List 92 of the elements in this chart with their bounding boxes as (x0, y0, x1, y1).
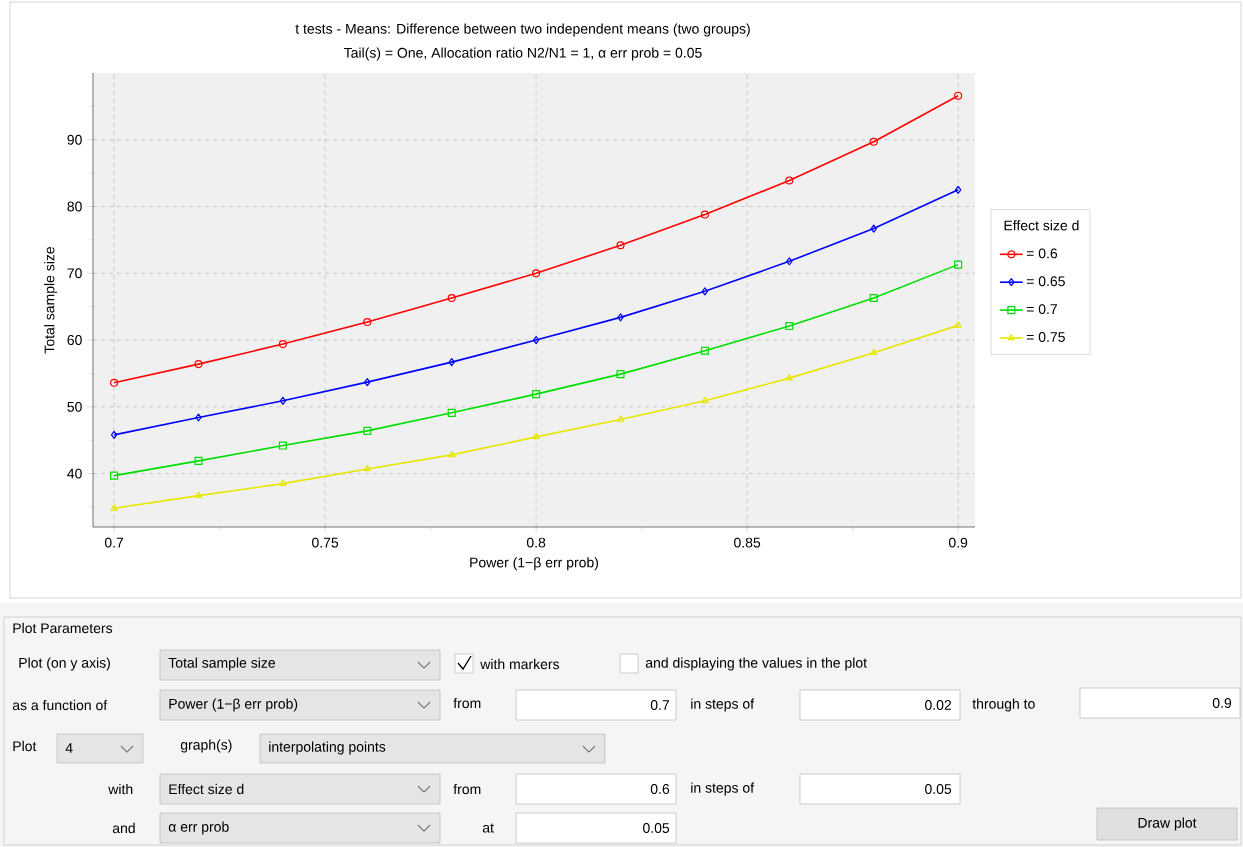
text: Draw plot (1138, 817, 1197, 831)
chart-subtitle: Tail(s) = One, Allocation ratio N2/N1 = 1, α err prob = 0.05 (343, 47, 702, 61)
point (700, 210, 709, 219)
point (616, 370, 625, 379)
point (532, 390, 541, 399)
x-tick-label: 0.9 (948, 537, 968, 548)
text: 0.05 (925, 784, 952, 794)
text: 0.05 (643, 823, 670, 833)
legend-label: = 0.7 (1026, 304, 1057, 315)
point (785, 321, 794, 331)
text: from (453, 783, 481, 795)
point (278, 340, 287, 349)
point (954, 321, 962, 328)
point (447, 408, 456, 417)
point (194, 491, 203, 498)
text: as a function of (12, 699, 108, 711)
point (700, 346, 709, 355)
point (785, 176, 794, 185)
point (786, 257, 793, 266)
point (870, 224, 877, 233)
text: with markers (480, 658, 560, 670)
text: in steps of (691, 782, 755, 796)
text: Total sample size (168, 657, 275, 671)
point (110, 378, 119, 387)
point (194, 456, 203, 465)
text: Plot (on y axis) (19, 657, 110, 671)
chart-title: t tests - Means: Difference between two independent means (two groups) (295, 23, 750, 37)
x-tick-label: 0.8 (526, 537, 546, 548)
y-tick-label: 70 (67, 268, 82, 279)
point (616, 241, 625, 250)
text: 0.9 (1212, 698, 1232, 708)
point (194, 360, 203, 369)
point (279, 396, 287, 405)
text: interpolating points (269, 741, 386, 755)
text: through to (972, 698, 1035, 712)
point (447, 293, 456, 303)
point (785, 374, 793, 381)
text: and displaying the values in the plot (645, 657, 867, 671)
point (616, 415, 625, 422)
point (954, 185, 962, 194)
text: 0.7 (650, 700, 670, 710)
point (532, 432, 540, 440)
text: Effect size d (169, 783, 244, 795)
point (954, 260, 963, 269)
point (701, 396, 709, 404)
point (448, 450, 456, 458)
point (195, 413, 202, 422)
point (954, 91, 963, 100)
x-tick-label: 0.7 (104, 537, 124, 548)
point (701, 287, 709, 296)
point (363, 317, 372, 327)
legend-label: = 0.6 (1026, 248, 1058, 259)
y-tick-label: 60 (67, 335, 82, 346)
text: 0.6 (650, 784, 670, 794)
point (617, 313, 624, 322)
y-tick-label: 80 (67, 201, 82, 212)
text: 4 (65, 743, 73, 753)
text: from (453, 697, 481, 709)
text: graph(s) (180, 739, 232, 753)
y-axis-title: Total sample size (44, 246, 58, 354)
text: Plot Parameters (13, 622, 113, 634)
text: at (482, 823, 494, 833)
point (869, 137, 878, 146)
point (110, 504, 118, 511)
point (278, 441, 287, 450)
text: with (108, 783, 133, 795)
legend-title: Effect size d (1004, 220, 1079, 231)
legend-label: = 0.75 (1026, 332, 1065, 342)
point (110, 430, 118, 439)
text: Power (1−β err prob) (169, 698, 298, 712)
text: in steps of (691, 698, 755, 712)
point (363, 426, 372, 435)
y-tick-label: 40 (67, 468, 82, 479)
text: 0.02 (925, 700, 952, 710)
point (532, 269, 541, 278)
y-tick-label: 50 (67, 401, 82, 412)
text: and (112, 822, 135, 834)
point (279, 479, 287, 486)
text: Plot (13, 740, 37, 752)
point (869, 293, 878, 303)
point (448, 358, 455, 367)
x-tick-label: 0.75 (312, 537, 339, 548)
point (110, 471, 119, 480)
y-tick-label: 90 (67, 134, 82, 145)
point (870, 348, 878, 356)
point (364, 378, 371, 387)
point (532, 336, 540, 345)
legend-label: = 0.65 (1026, 276, 1065, 287)
text: α err prob (168, 821, 229, 835)
x-axis-title: Power (1−β err prob) (470, 557, 599, 571)
point (363, 464, 371, 472)
x-tick-label: 0.85 (734, 537, 761, 548)
